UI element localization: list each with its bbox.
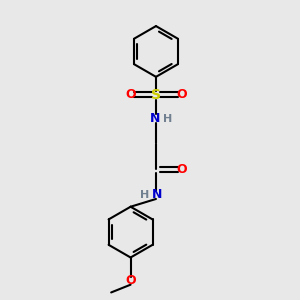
Text: O: O <box>176 88 187 101</box>
Text: O: O <box>176 163 187 176</box>
Text: N: N <box>150 112 160 125</box>
Text: O: O <box>125 274 136 287</box>
Text: O: O <box>125 88 136 101</box>
Text: H: H <box>163 114 172 124</box>
Text: H: H <box>140 190 149 200</box>
Text: N: N <box>152 188 162 201</box>
Text: S: S <box>151 88 161 102</box>
